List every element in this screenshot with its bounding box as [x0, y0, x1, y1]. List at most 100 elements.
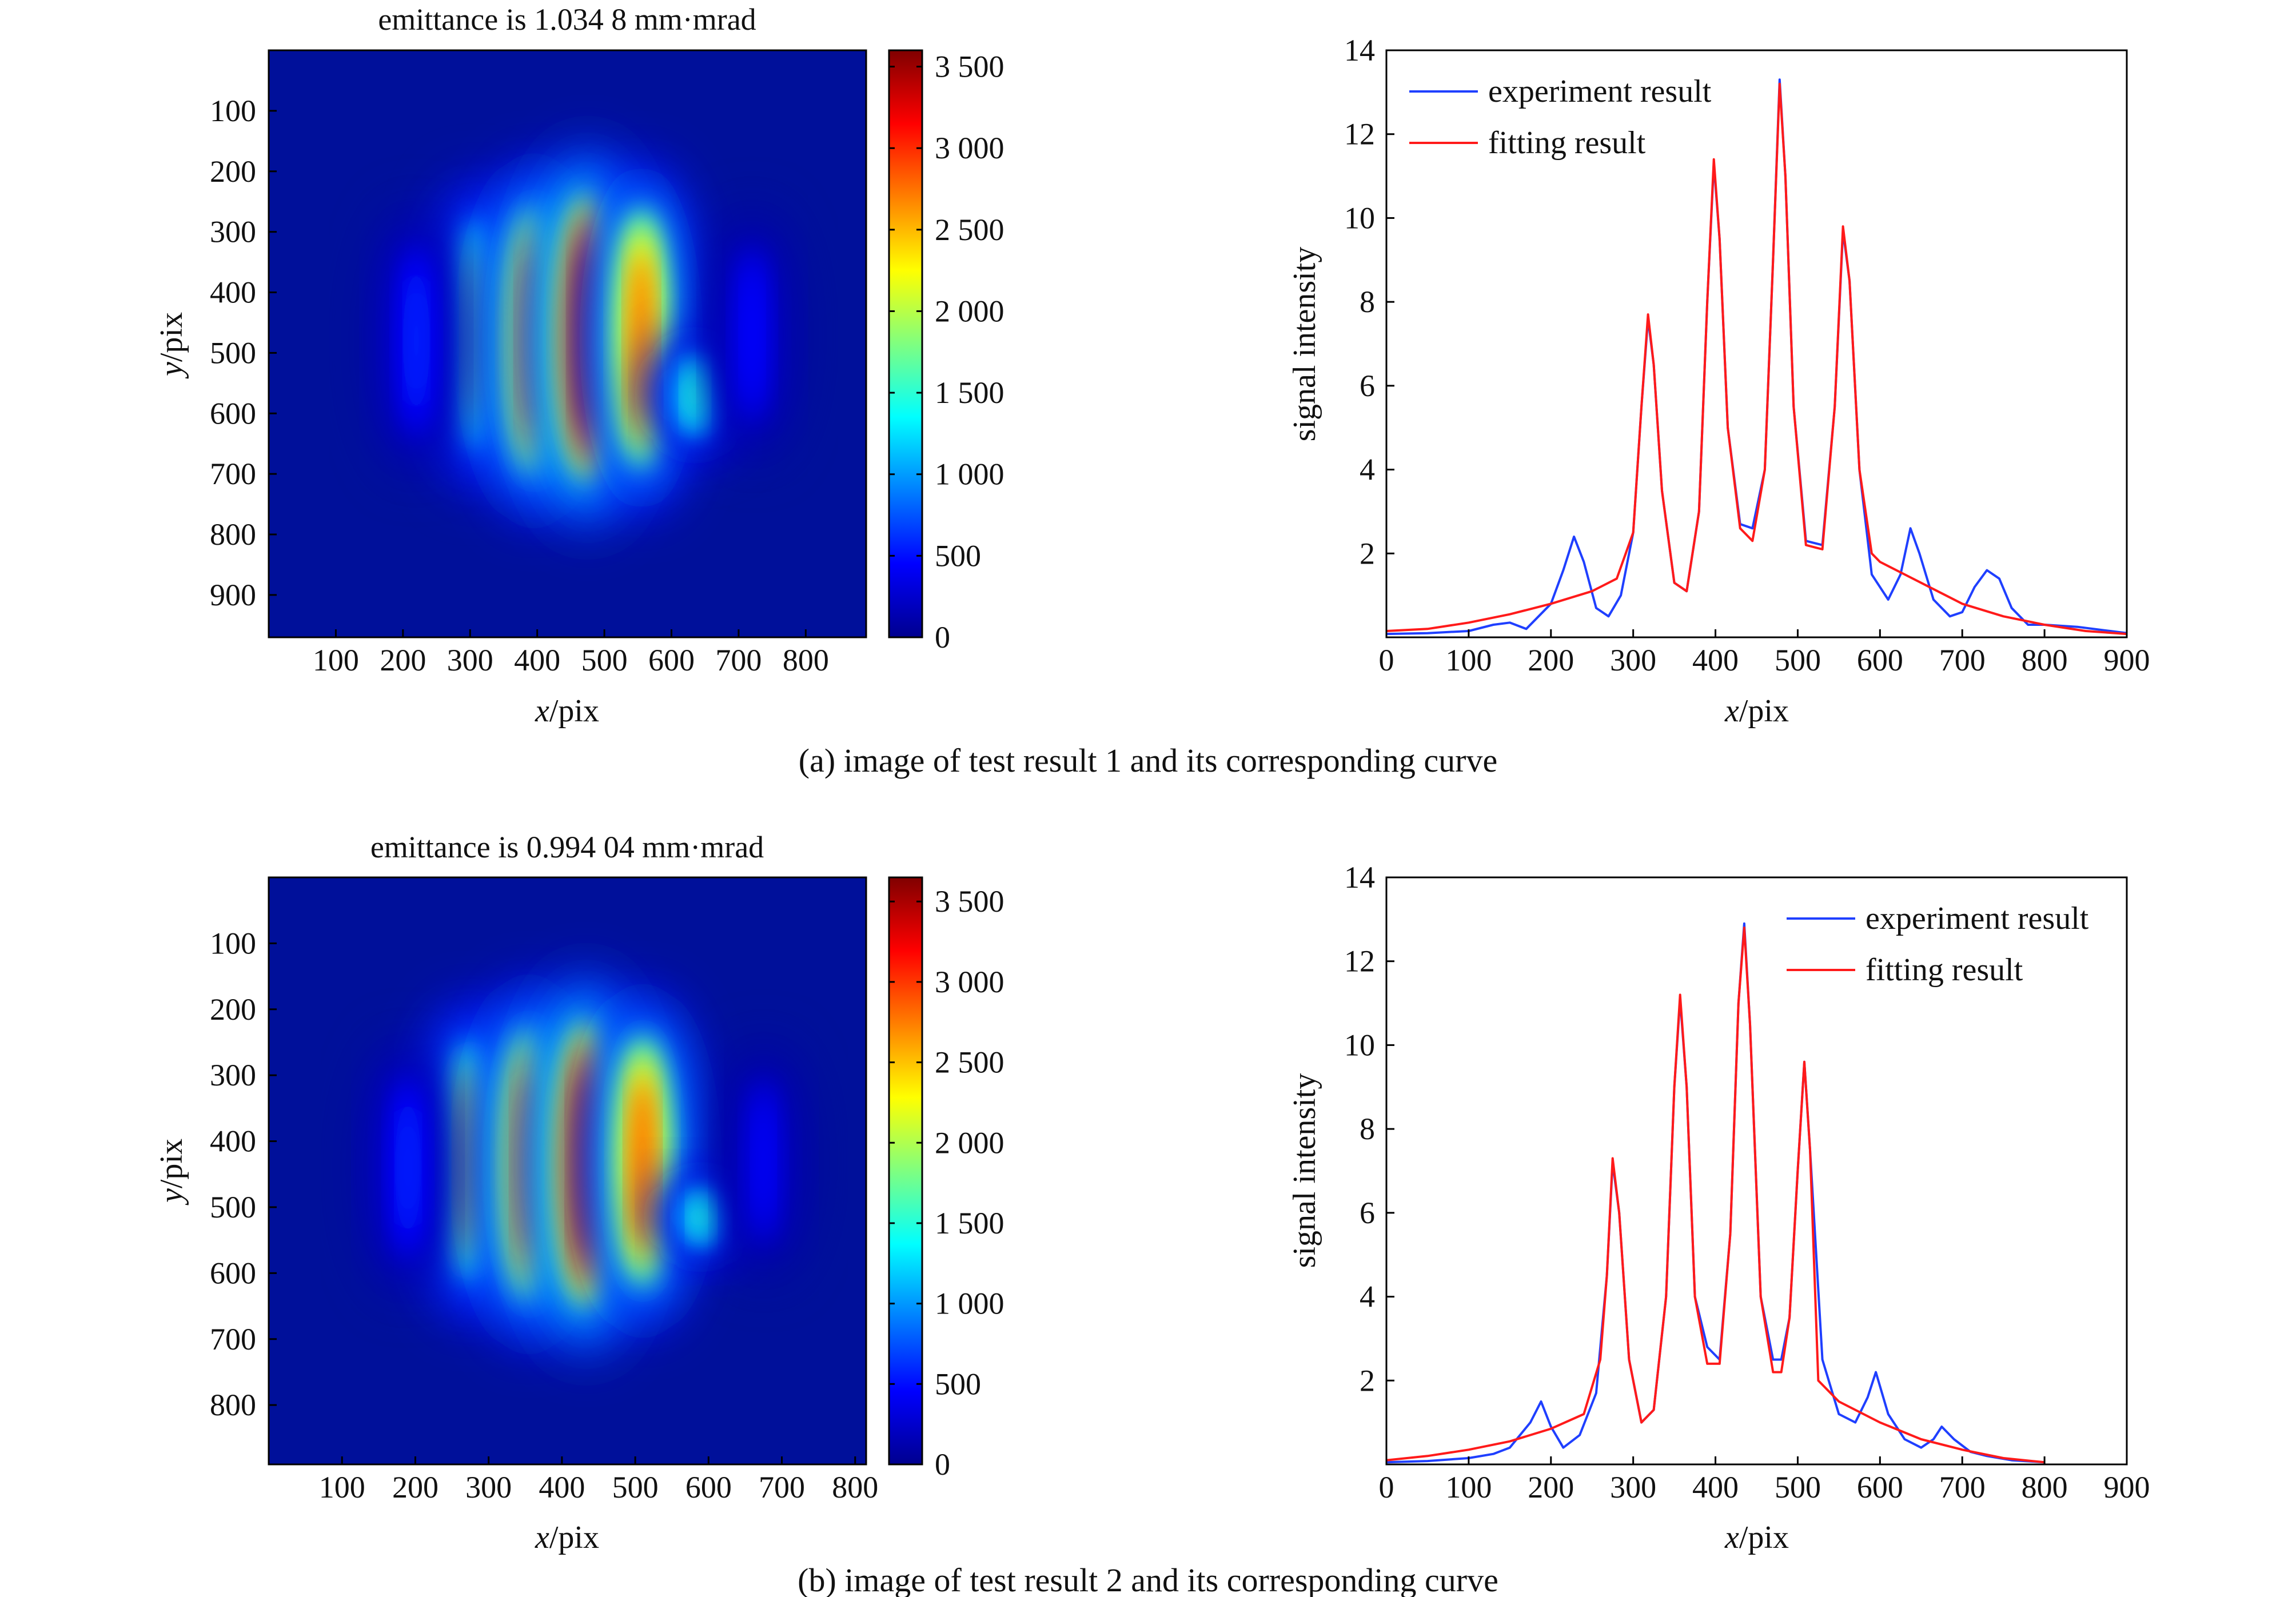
- plot-lines-b: [1386, 922, 2045, 1464]
- plot-b: 0 100 200 300 400 500 600 700 800 900 2 4 6 8 10 12 14 e…: [1287, 860, 2150, 1555]
- colorbar-tick-label: 1 500: [935, 1206, 1005, 1240]
- intensity-stripe: [756, 1105, 771, 1217]
- plot-y-tick-label: 8: [1360, 1112, 1375, 1146]
- plot-x-tick-label: 200: [1528, 643, 1574, 677]
- image-y-tick-label: 200: [210, 154, 256, 189]
- plot-x-tick-label: 400: [1692, 643, 1739, 677]
- beam-image-b: [269, 877, 866, 1464]
- colorbar-tick-label: 3 000: [935, 965, 1005, 999]
- image-x-tick-label: 700: [715, 643, 762, 677]
- colorbar-tick-label: 0: [935, 620, 950, 654]
- plot-y-tick-label: 8: [1360, 285, 1375, 319]
- intensity-stripe: [745, 276, 759, 394]
- colorbar-tick-label: 1 500: [935, 376, 1005, 410]
- image-x-tick-label: 800: [832, 1470, 878, 1504]
- plot-y-tick-label: 14: [1344, 33, 1375, 67]
- colorbar-ticks-b: 0 500 1 000 1 500 2 000 2 500 3 000 3 500: [889, 884, 1005, 1482]
- intensity-stripe: [687, 368, 704, 423]
- image-y-tick-label: 800: [210, 1388, 256, 1422]
- colorbar-tick-label: 500: [935, 538, 981, 573]
- plot-x-tick-label: 800: [2022, 643, 2068, 677]
- image-x-tick-label: 600: [685, 1470, 732, 1504]
- image-x-tick-label: 200: [380, 643, 426, 677]
- image-x-label-b: x/pix: [535, 1520, 599, 1555]
- panel-a: emittance is 1.034 8 mm·mrad 100 200 300 40…: [154, 2, 2150, 779]
- image-y-tick-label: 600: [210, 396, 256, 430]
- image-y-tick-label: 300: [210, 1058, 256, 1092]
- plot-x-tick-label: 600: [1857, 1470, 1903, 1504]
- image-y-tick-label: 100: [210, 94, 256, 128]
- caption-a: (a) image of test result 1 and its corre…: [799, 742, 1497, 779]
- caption-b: (b) image of test result 2 and its corre…: [798, 1562, 1498, 1597]
- image-y-tick-label: 800: [210, 517, 256, 552]
- image-axes-a: 100 200 300 400 500 600 700 800 100 200 300 400 500 6…: [210, 94, 829, 677]
- plot-x-tick-label: 300: [1610, 643, 1656, 677]
- plot-y-label-b: signal intensity: [1287, 1073, 1322, 1268]
- colorbar-tick-label: 1 000: [935, 457, 1005, 492]
- colorbar-b: [888, 876, 923, 1466]
- plot-x-tick-label: 800: [2022, 1470, 2068, 1504]
- plot-lines-a: [1386, 78, 2127, 636]
- plot-y-tick-label: 2: [1360, 1363, 1375, 1398]
- plot-x-tick-label: 700: [1939, 643, 1986, 677]
- plot-y-tick-label: 12: [1344, 117, 1375, 151]
- image-y-tick-label: 100: [210, 926, 256, 960]
- image-y-tick-label: 400: [210, 276, 256, 310]
- colorbar-tick-label: 3 500: [935, 50, 1005, 84]
- colorbar-tick-label: 500: [935, 1367, 981, 1401]
- plot-x-tick-label: 500: [1775, 643, 1821, 677]
- image-x-tick-label: 100: [313, 643, 359, 677]
- plot-axes-b: 0 100 200 300 400 500 600 700 800 900 2 4 6 8 10 12 14: [1344, 860, 2150, 1504]
- colorbar-tick-label: 2 000: [935, 294, 1005, 328]
- stripe-group-a: [373, 146, 795, 530]
- image-x-tick-label: 800: [783, 643, 829, 677]
- colorbar-tick-label: 3 000: [935, 131, 1005, 165]
- plot-x-tick-label: 900: [2104, 643, 2150, 677]
- plot-y-tick-label: 6: [1360, 1196, 1375, 1230]
- image-y-tick-label: 400: [210, 1124, 256, 1159]
- intensity-stripe: [693, 1197, 709, 1237]
- legend-label: fitting result: [1488, 125, 1646, 161]
- image-y-tick-label: 200: [210, 992, 256, 1027]
- image-y-tick-label: 700: [210, 1322, 256, 1356]
- plot-x-tick-label: 100: [1445, 643, 1492, 677]
- plot-x-tick-label: 900: [2104, 1470, 2150, 1504]
- intensity-stripe: [632, 1079, 653, 1243]
- colorbar-tick-label: 3 500: [935, 884, 1005, 919]
- image-x-tick-label: 600: [648, 643, 695, 677]
- intensity-stripe: [409, 278, 424, 404]
- series-line-fitting: [1386, 82, 2127, 636]
- image-y-tick-label: 900: [210, 578, 256, 612]
- image-x-tick-label: 100: [319, 1470, 365, 1504]
- plot-y-tick-label: 6: [1360, 369, 1375, 403]
- image-y-label-b: y/pix: [154, 1139, 189, 1205]
- image-x-tick-label: 300: [465, 1470, 512, 1504]
- legend-a: experiment result fitting result: [1409, 74, 1712, 161]
- plot-x-tick-label: 200: [1528, 1470, 1574, 1504]
- plot-y-tick-label: 14: [1344, 860, 1375, 895]
- legend-label: experiment result: [1866, 901, 2089, 936]
- plot-y-tick-label: 4: [1360, 453, 1375, 487]
- image-y-tick-label: 600: [210, 1256, 256, 1290]
- image-y-tick-label: 500: [210, 1190, 256, 1224]
- plot-x-label-b: x/pix: [1724, 1520, 1789, 1555]
- plot-y-tick-label: 10: [1344, 1028, 1375, 1062]
- plot-x-tick-label: 300: [1610, 1470, 1656, 1504]
- colorbar-tick-label: 2 000: [935, 1125, 1005, 1160]
- image-y-label-a: y/pix: [154, 312, 189, 379]
- image-x-tick-label: 300: [447, 643, 493, 677]
- plot-y-tick-label: 4: [1360, 1280, 1375, 1314]
- image-frame-a: [268, 49, 867, 638]
- colorbar-tick-label: 0: [935, 1447, 950, 1482]
- plot-axes-a: 0 100 200 300 400 500 600 700 800 900 2 4 6 8 10 12 14: [1344, 33, 2150, 677]
- plot-x-tick-label: 700: [1939, 1470, 1986, 1504]
- image-y-tick-label: 500: [210, 336, 256, 370]
- image-x-tick-label: 200: [392, 1470, 439, 1504]
- plot-x-tick-label: 500: [1775, 1470, 1821, 1504]
- panel-b: emittance is 0.994 04 mm·mrad 100 200 300 4…: [154, 830, 2150, 1597]
- plot-y-tick-label: 2: [1360, 536, 1375, 570]
- image-x-tick-label: 400: [539, 1470, 585, 1504]
- image-x-label-a: x/pix: [535, 693, 599, 729]
- plot-frame-a: [1385, 49, 2128, 638]
